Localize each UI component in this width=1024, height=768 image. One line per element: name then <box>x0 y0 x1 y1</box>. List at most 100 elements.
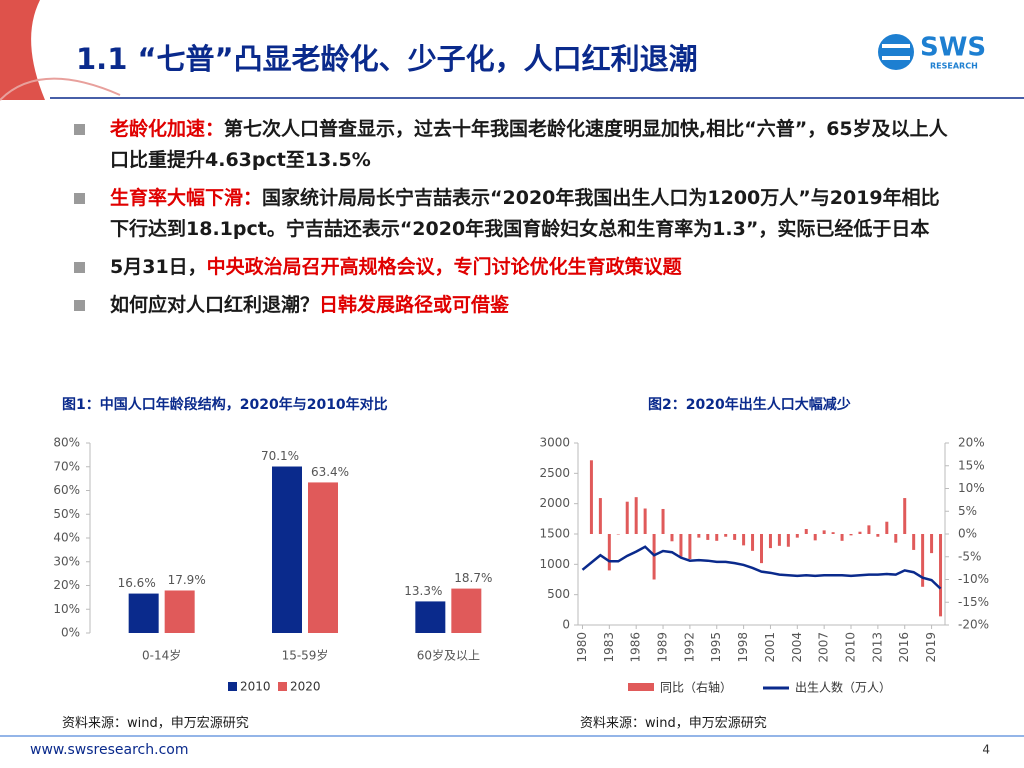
bar <box>634 497 638 534</box>
bar <box>858 531 862 534</box>
bar <box>128 593 159 633</box>
y-tick-label: 0% <box>61 626 80 640</box>
legend-swatch <box>278 682 287 691</box>
bar <box>670 534 674 542</box>
y-tick-label: 20% <box>53 578 80 592</box>
x-tick-label: 1986 <box>629 632 643 663</box>
bar <box>804 528 808 534</box>
bar <box>643 508 647 534</box>
bullet-marker <box>74 262 85 273</box>
bar <box>742 534 746 546</box>
y-tick-label: 1000 <box>539 557 570 571</box>
bar <box>894 534 898 543</box>
legend-swatch <box>228 682 237 691</box>
legend-label: 2020 <box>290 680 321 694</box>
x-tick-label: 1980 <box>575 632 589 663</box>
x-tick-label: 1992 <box>682 632 696 663</box>
bar <box>885 521 889 534</box>
bar <box>272 466 302 633</box>
x-tick-label: 2016 <box>897 632 911 663</box>
bar <box>760 534 763 564</box>
bar <box>921 534 925 587</box>
legend-label: 同比（右轴） <box>660 680 732 695</box>
line <box>581 545 942 590</box>
bar <box>831 532 835 534</box>
x-tick-label: 1983 <box>602 632 616 663</box>
bullet-text: 日韩发展路径或可借鉴 <box>319 294 510 316</box>
bar <box>849 534 853 536</box>
x-tick-label: 1995 <box>709 632 723 663</box>
bullet-text: 国家统计局局长宁吉喆表示“2020年我国出生人口为1200万人”与2019年相比… <box>110 187 940 240</box>
bullet: 老龄化加速：第七次人口普查显示，过去十年我国老龄化速度明显加快,相比“六普”，6… <box>74 114 950 176</box>
bar <box>795 534 799 538</box>
bar <box>706 534 710 540</box>
bar <box>724 534 728 537</box>
y2-tick-label: 15% <box>958 458 985 472</box>
y-tick-label: 2500 <box>539 466 570 480</box>
y2-tick-label: -20% <box>958 618 989 632</box>
x-tick-label: 60岁及以上 <box>417 648 480 663</box>
bar <box>813 534 817 541</box>
bar <box>697 534 701 538</box>
bar <box>451 588 482 633</box>
bar <box>768 534 772 549</box>
bullet-text: 如何应对人口红利退潮？ <box>110 294 320 316</box>
bar <box>939 534 943 617</box>
y-tick-label: 3000 <box>539 436 570 450</box>
y2-tick-label: 0% <box>958 527 977 541</box>
bullet-text: 5月31日， <box>110 256 207 278</box>
y-tick-label: 60% <box>53 483 80 497</box>
x-tick-label: 1998 <box>736 632 750 663</box>
chart-title: 图2：2020年出生人口大幅减少 <box>648 396 851 413</box>
corner-arc <box>0 77 121 101</box>
bullet-list: 老龄化加速：第七次人口普查显示，过去十年我国老龄化速度明显加快,相比“六普”，6… <box>74 114 974 328</box>
bullet-marker <box>74 193 85 204</box>
bar <box>751 534 755 551</box>
bullet: 5月31日，中央政治局召开高规格会议，专门讨论优化生育政策议题 <box>74 252 950 283</box>
chart-source: 资料来源：wind，申万宏源研究 <box>62 716 249 731</box>
value-label: 63.4% <box>311 465 349 479</box>
x-tick-label: 2013 <box>870 632 884 663</box>
y-tick-label: 500 <box>547 587 570 601</box>
y-tick-label: 40% <box>53 531 80 545</box>
bar <box>625 501 629 534</box>
footer-website: www.swsresearch.com <box>30 742 188 758</box>
value-label: 17.9% <box>168 573 206 587</box>
x-tick-label: 1989 <box>656 632 670 663</box>
x-tick-label: 2010 <box>844 632 858 663</box>
x-tick-label: 2001 <box>763 632 777 663</box>
legend-swatch <box>628 683 654 691</box>
y-tick-label: 50% <box>53 507 80 521</box>
bar <box>715 534 719 541</box>
y-tick-label: 80% <box>53 436 80 450</box>
bar <box>652 534 656 580</box>
bar <box>876 534 880 537</box>
bullet: 生育率大幅下滑：国家统计局局长宁吉喆表示“2020年我国出生人口为1200万人”… <box>74 183 950 245</box>
corner-decoration <box>0 0 45 100</box>
legend-label: 2010 <box>240 680 271 694</box>
y-tick-label: 1500 <box>539 527 570 541</box>
bar <box>661 508 665 534</box>
bar <box>733 534 737 540</box>
bullet-text: 第七次人口普查显示，过去十年我国老龄化速度明显加快,相比“六普”，65岁及以上人… <box>110 118 948 171</box>
y-tick-label: 70% <box>53 459 80 473</box>
y-tick-label: 2000 <box>539 496 570 510</box>
logo-text: SWS <box>920 33 986 63</box>
bar <box>912 534 916 550</box>
logo-subtext: RESEARCH <box>930 62 978 71</box>
bar <box>164 590 195 633</box>
bullet-marker <box>74 300 85 311</box>
y2-tick-label: -5% <box>958 549 981 563</box>
bar <box>598 498 602 534</box>
bar <box>903 498 907 534</box>
y2-tick-label: -15% <box>958 595 989 609</box>
page-number: 4 <box>982 743 990 757</box>
x-tick-label: 2007 <box>817 632 831 663</box>
y2-tick-label: 20% <box>958 436 985 450</box>
bar <box>308 482 338 633</box>
y2-tick-label: -10% <box>958 572 989 586</box>
value-label: 16.6% <box>118 576 156 590</box>
chart-title: 图1：中国人口年龄段结构，2020年与2010年对比 <box>62 396 388 413</box>
